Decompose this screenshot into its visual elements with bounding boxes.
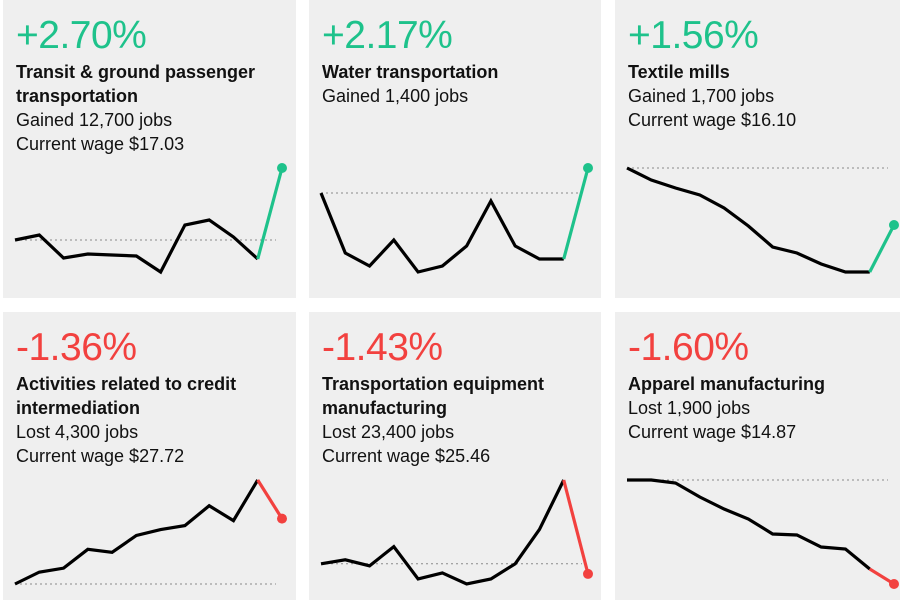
detail-line: Current wage $27.72: [16, 446, 185, 466]
sparkline: [626, 166, 899, 274]
detail-line: Current wage $25.46: [322, 446, 491, 466]
panel-info: Transit & ground passenger transportatio…: [16, 60, 296, 156]
latest-point: [277, 163, 287, 173]
latest-point: [889, 220, 899, 230]
detail-line: Current wage $17.03: [16, 134, 185, 154]
latest-change-segment: [256, 479, 284, 520]
percent-change: -1.36%: [16, 326, 137, 369]
chart-panel: -1.43% Transportation equipment manufact…: [309, 312, 601, 600]
latest-point: [583, 568, 593, 579]
chart-panel: +2.17% Water transportation Gained 1,400…: [309, 0, 601, 298]
sparkline: [319, 163, 593, 274]
percent-change: +1.56%: [628, 14, 759, 57]
sparkline: [320, 479, 593, 586]
sparkline: [627, 478, 899, 589]
industry-title: Activities related to credit intermediat…: [16, 374, 237, 418]
percent-change: -1.43%: [322, 326, 443, 369]
detail-line: Lost 1,900 jobs: [628, 398, 751, 418]
latest-point: [889, 579, 899, 589]
industry-title: Textile mills: [628, 62, 730, 82]
latest-change-segment: [868, 224, 896, 273]
latest-point: [277, 513, 287, 524]
history-line: [14, 479, 260, 586]
industry-title: Water transportation: [322, 62, 499, 82]
chart-panel: +2.70% Transit & ground passenger transp…: [3, 0, 296, 298]
latest-point: [583, 163, 593, 173]
detail-line: Current wage $14.87: [628, 422, 797, 442]
percent-change: +2.17%: [322, 14, 453, 57]
detail-line: Gained 12,700 jobs: [16, 110, 173, 130]
detail-line: Lost 23,400 jobs: [322, 422, 455, 442]
panel-info: Apparel manufacturing Lost 1,900 jobs Cur…: [628, 372, 825, 444]
detail-line: Current wage $16.10: [628, 110, 797, 130]
detail-line: Gained 1,400 jobs: [322, 86, 469, 106]
detail-line: Gained 1,700 jobs: [628, 86, 775, 106]
chart-panel: -1.36% Activities related to credit inte…: [3, 312, 296, 600]
industry-title: Apparel manufacturing: [628, 374, 826, 394]
panel-info: Water transportation Gained 1,400 jobs: [322, 60, 498, 108]
latest-change-segment: [562, 167, 590, 260]
history-line: [320, 479, 566, 586]
percent-change: -1.60%: [628, 326, 749, 369]
panel-info: Transportation equipment manufacturing L…: [322, 372, 601, 468]
chart-panel: -1.60% Apparel manufacturing Lost 1,900 …: [615, 312, 900, 600]
history-line: [627, 478, 871, 571]
panel-info: Activities related to credit intermediat…: [16, 372, 296, 468]
history-line: [319, 192, 564, 274]
history-line: [626, 166, 870, 274]
percent-change: +2.70%: [16, 14, 147, 57]
industry-title: Transportation equipment manufacturing: [322, 374, 545, 418]
history-line: [14, 218, 259, 275]
sparkline: [14, 479, 287, 586]
chart-panel: +1.56% Textile mills Gained 1,700 jobs Cu…: [615, 0, 900, 298]
sparkline: [14, 163, 287, 275]
detail-line: Lost 4,300 jobs: [16, 422, 139, 442]
latest-change-segment: [562, 479, 590, 575]
industry-title: Transit & ground passenger transportatio…: [16, 62, 256, 106]
panel-info: Textile mills Gained 1,700 jobs Current w…: [628, 60, 796, 132]
latest-change-segment: [256, 167, 284, 260]
